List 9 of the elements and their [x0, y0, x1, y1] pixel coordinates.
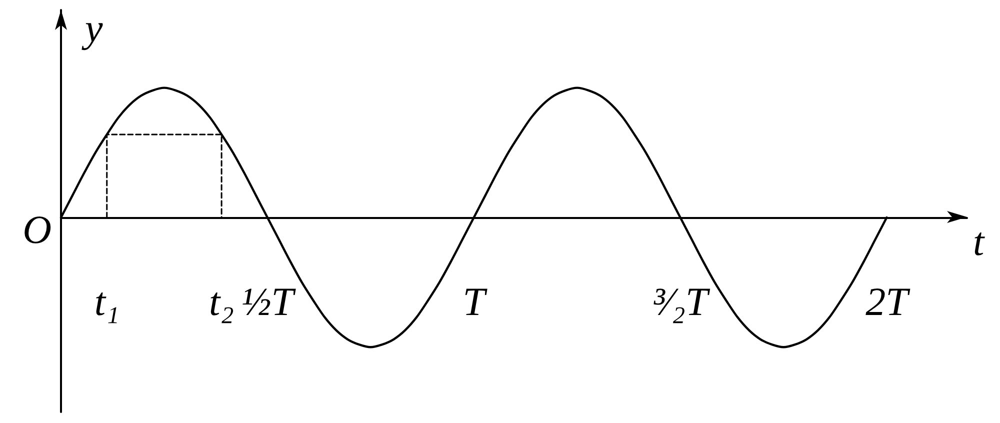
x-tick-label: ½T — [241, 278, 296, 324]
x-tick-label: ³⁄₂T — [652, 278, 710, 324]
x-tick-label: t₁ — [94, 278, 120, 324]
x-tick-label: t₂ — [209, 278, 234, 324]
x-tick-label: 2T — [866, 278, 911, 324]
x-axis-title: t — [973, 218, 985, 264]
y-axis-title: y — [81, 6, 103, 50]
x-tick-label: T — [462, 278, 488, 324]
text: O — [22, 206, 52, 252]
